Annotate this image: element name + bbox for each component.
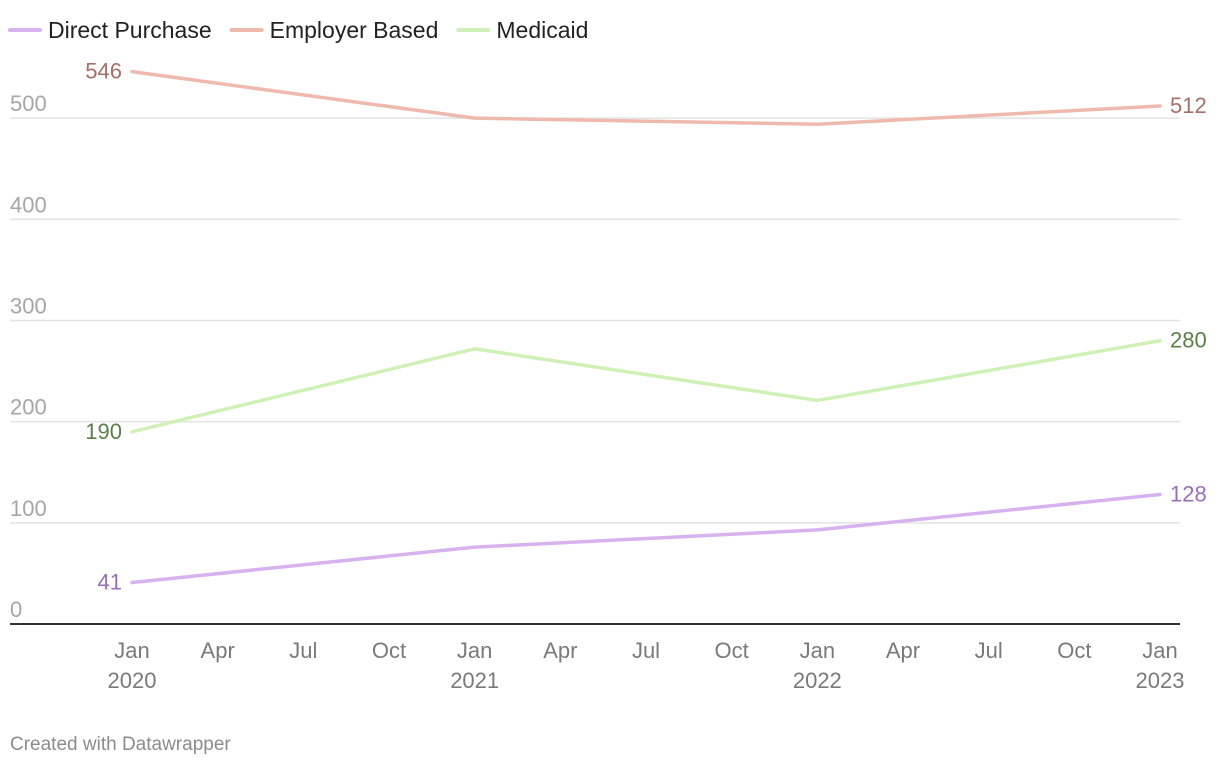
start-value-label: 546 xyxy=(85,59,122,84)
series-lines xyxy=(130,69,1162,585)
x-tick-label: Jul xyxy=(975,638,1003,663)
legend-label: Employer Based xyxy=(270,17,439,43)
start-value-label: 190 xyxy=(85,419,122,444)
y-tick-label: 400 xyxy=(10,192,47,217)
x-tick-label: Jan xyxy=(1142,638,1177,663)
start-value-label: 41 xyxy=(98,570,122,595)
y-axis: 0 100 200 300 400 500 xyxy=(10,91,47,622)
x-tick-label: Jul xyxy=(632,638,660,663)
x-tick-label: Oct xyxy=(372,638,406,663)
x-tick-label: Jan xyxy=(457,638,492,663)
line-chart: 0 100 200 300 400 500 Jan 2020 Apr Jul Oct Jan 2021… xyxy=(8,17,1207,693)
end-value-label: 512 xyxy=(1170,93,1207,118)
x-tick-year: 2021 xyxy=(450,668,499,693)
credit-text: Created with Datawrapper xyxy=(10,734,231,755)
x-tick-label: Apr xyxy=(886,638,920,663)
x-tick-label: Oct xyxy=(1057,638,1091,663)
series-line-direct-purchase xyxy=(130,492,1162,585)
y-tick-label: 200 xyxy=(10,395,47,420)
y-tick-label: 500 xyxy=(10,91,47,116)
x-tick-label: Oct xyxy=(715,638,749,663)
series-line-employer-based xyxy=(130,69,1162,126)
x-tick-label: Apr xyxy=(201,638,235,663)
x-tick-label: Jul xyxy=(289,638,317,663)
end-value-label: 128 xyxy=(1170,482,1207,507)
legend-label: Medicaid xyxy=(496,17,588,43)
y-tick-label: 0 xyxy=(10,597,22,622)
grid-lines xyxy=(10,117,1180,625)
x-tick-label: Apr xyxy=(543,638,577,663)
y-tick-label: 100 xyxy=(10,496,47,521)
y-tick-label: 300 xyxy=(10,294,47,319)
legend-label: Direct Purchase xyxy=(48,17,212,43)
x-tick-year: 2020 xyxy=(108,668,157,693)
x-tick-label: Jan xyxy=(800,638,835,663)
x-tick-label: Jan xyxy=(114,638,149,663)
x-axis: Jan 2020 Apr Jul Oct Jan 2021 Apr Jul Oct Jan 2022 A… xyxy=(108,638,1185,693)
end-value-label: 280 xyxy=(1170,328,1207,353)
x-tick-year: 2023 xyxy=(1136,668,1185,693)
series-line-medicaid xyxy=(130,338,1162,434)
legend: Direct Purchase Employer Based Medicaid xyxy=(8,17,588,43)
x-tick-year: 2022 xyxy=(793,668,842,693)
value-labels: 41 128 546 512 190 280 xyxy=(85,59,1206,595)
